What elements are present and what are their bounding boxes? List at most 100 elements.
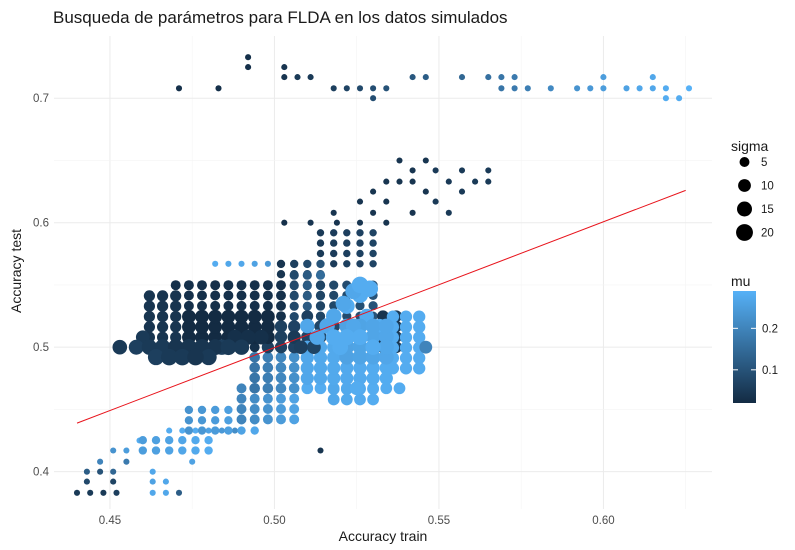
data-point — [547, 85, 554, 92]
data-point — [208, 309, 223, 324]
data-point — [262, 362, 274, 373]
data-point — [251, 260, 258, 267]
data-point — [262, 280, 273, 291]
data-point — [315, 280, 326, 290]
data-point — [166, 427, 173, 434]
y-tick-label: 0.4 — [33, 467, 50, 479]
data-point — [396, 157, 403, 164]
data-point — [343, 229, 351, 237]
data-point — [413, 320, 426, 334]
data-point — [302, 281, 312, 291]
x-tick-label: 0.45 — [99, 515, 121, 527]
data-point — [367, 393, 379, 406]
sigma-legend-key — [739, 157, 750, 167]
sigma-legend-key — [737, 201, 752, 217]
mu-legend-label: 0.1 — [762, 365, 778, 377]
data-point — [472, 178, 479, 185]
data-point — [399, 331, 413, 344]
data-point — [340, 361, 354, 375]
data-point — [275, 352, 287, 363]
data-point — [379, 371, 393, 385]
data-point — [224, 405, 233, 415]
data-point — [236, 414, 247, 425]
data-point — [275, 372, 287, 384]
data-point — [315, 270, 326, 280]
data-point — [340, 393, 353, 406]
data-point — [422, 74, 429, 81]
data-point — [409, 178, 416, 185]
data-point — [356, 219, 364, 226]
data-point — [237, 426, 246, 435]
data-point — [288, 372, 300, 384]
data-point — [175, 489, 183, 496]
data-point — [184, 405, 194, 415]
data-point — [113, 489, 120, 496]
data-point — [197, 290, 207, 301]
data-point — [157, 290, 169, 302]
data-point — [399, 362, 413, 375]
data-point — [223, 300, 234, 311]
data-point — [313, 350, 328, 365]
data-point — [143, 311, 155, 323]
data-point — [662, 85, 669, 92]
data-point — [338, 329, 355, 346]
data-point — [294, 74, 301, 81]
reference-line — [76, 189, 686, 424]
data-point — [274, 330, 288, 344]
data-point — [224, 416, 233, 425]
x-axis-title: Accuracy train — [339, 528, 428, 544]
data-point — [303, 259, 312, 269]
data-point — [87, 489, 94, 496]
data-point — [485, 167, 492, 174]
data-point — [276, 290, 286, 301]
data-point — [97, 468, 104, 475]
data-point — [236, 393, 247, 404]
data-point — [313, 371, 328, 385]
data-point — [274, 320, 288, 333]
data-point — [330, 260, 338, 268]
data-point — [369, 260, 377, 268]
data-point — [458, 188, 466, 195]
data-point — [261, 341, 275, 354]
data-point — [149, 468, 156, 475]
data-point — [333, 219, 340, 226]
data-point — [247, 309, 262, 324]
data-point — [498, 85, 505, 92]
data-point — [231, 427, 238, 434]
data-point — [365, 318, 381, 334]
data-point — [301, 310, 314, 322]
data-point — [281, 64, 288, 71]
data-point — [151, 436, 161, 445]
sigma-legend: sigma 5 10 15 20 — [731, 138, 774, 241]
data-point — [178, 436, 187, 445]
data-point — [175, 85, 183, 92]
data-point — [157, 311, 169, 323]
data-point — [356, 198, 364, 205]
data-point — [281, 74, 288, 81]
data-point — [369, 229, 377, 237]
data-point — [262, 352, 274, 363]
sigma-legend-key — [738, 179, 751, 192]
data-point — [262, 372, 274, 384]
data-point — [170, 321, 182, 333]
data-point — [210, 290, 221, 301]
data-point — [262, 383, 274, 394]
data-point — [288, 352, 300, 363]
data-point — [623, 85, 630, 92]
mu-legend-title: mu — [731, 273, 750, 289]
data-point — [276, 404, 286, 414]
data-point — [157, 321, 169, 333]
data-point — [458, 74, 466, 81]
data-point — [261, 320, 275, 334]
data-point — [422, 188, 429, 195]
data-point — [211, 426, 220, 435]
data-point — [162, 489, 169, 496]
data-point — [330, 85, 337, 92]
data-point — [600, 74, 607, 81]
data-point — [83, 478, 90, 485]
data-point — [211, 416, 220, 425]
data-point — [399, 310, 413, 323]
data-point — [636, 85, 643, 92]
data-point — [302, 270, 312, 280]
data-point — [289, 301, 299, 311]
